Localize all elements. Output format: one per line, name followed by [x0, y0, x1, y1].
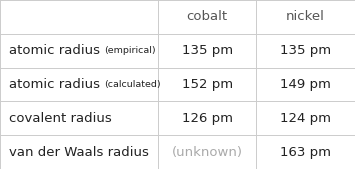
Text: 124 pm: 124 pm: [280, 112, 331, 125]
Text: 152 pm: 152 pm: [181, 78, 233, 91]
Text: 135 pm: 135 pm: [280, 44, 331, 57]
Text: covalent radius: covalent radius: [9, 112, 111, 125]
Text: nickel: nickel: [286, 10, 325, 23]
Text: (empirical): (empirical): [104, 46, 156, 55]
Text: 126 pm: 126 pm: [182, 112, 233, 125]
Text: 149 pm: 149 pm: [280, 78, 331, 91]
Text: 135 pm: 135 pm: [181, 44, 233, 57]
Text: atomic radius: atomic radius: [9, 78, 104, 91]
Text: (calculated): (calculated): [104, 80, 161, 89]
Text: atomic radius: atomic radius: [9, 44, 104, 57]
Text: (unknown): (unknown): [172, 146, 243, 159]
Text: 163 pm: 163 pm: [280, 146, 331, 159]
Text: van der Waals radius: van der Waals radius: [9, 146, 149, 159]
Text: cobalt: cobalt: [187, 10, 228, 23]
